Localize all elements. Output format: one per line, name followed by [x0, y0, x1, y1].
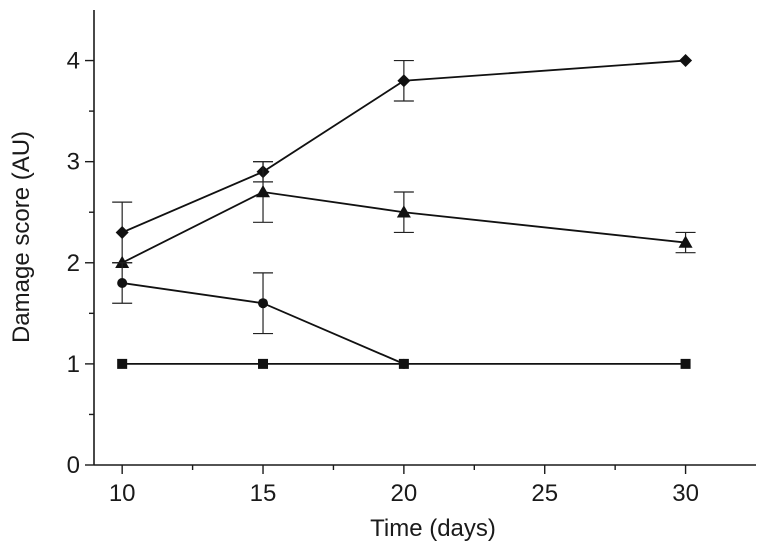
series-layer — [112, 54, 696, 369]
data-point-triangle — [115, 255, 130, 269]
series-square — [117, 358, 691, 369]
data-point-square — [398, 358, 409, 369]
data-point-square — [117, 358, 128, 369]
y-tick-label: 2 — [67, 250, 80, 277]
data-point-triangle — [396, 205, 411, 218]
data-point-diamond — [397, 74, 411, 88]
x-axis-title: Time (days) — [370, 515, 496, 542]
data-point-diamond — [115, 225, 129, 239]
data-point-diamond — [679, 54, 693, 68]
y-tick-label: 0 — [67, 452, 80, 479]
x-tick-label: 15 — [250, 480, 277, 507]
y-tick-label: 1 — [67, 351, 80, 378]
axes — [93, 10, 756, 466]
series-circle — [112, 262, 409, 369]
series-line — [121, 59, 686, 234]
y-tick-label: 4 — [67, 48, 80, 75]
data-point-triangle — [678, 235, 693, 248]
x-tick-label: 25 — [531, 480, 558, 507]
y-axis-title: Damage score (AU) — [8, 131, 35, 343]
data-point-square — [258, 358, 269, 369]
series-diamond — [112, 54, 693, 264]
x-tick-label: 20 — [391, 480, 418, 507]
x-tick-label: 30 — [672, 480, 699, 507]
series-triangle — [115, 161, 696, 269]
data-point-square — [680, 358, 691, 369]
ticks: 10 15 20 25 30 0 1 2 3 4 — [67, 48, 699, 507]
data-point-circle — [258, 298, 269, 309]
y-tick-label: 3 — [67, 149, 80, 176]
data-point-circle — [117, 278, 128, 288]
data-point-triangle — [256, 185, 271, 198]
series-line — [121, 191, 686, 264]
x-tick-label: 10 — [109, 480, 136, 507]
